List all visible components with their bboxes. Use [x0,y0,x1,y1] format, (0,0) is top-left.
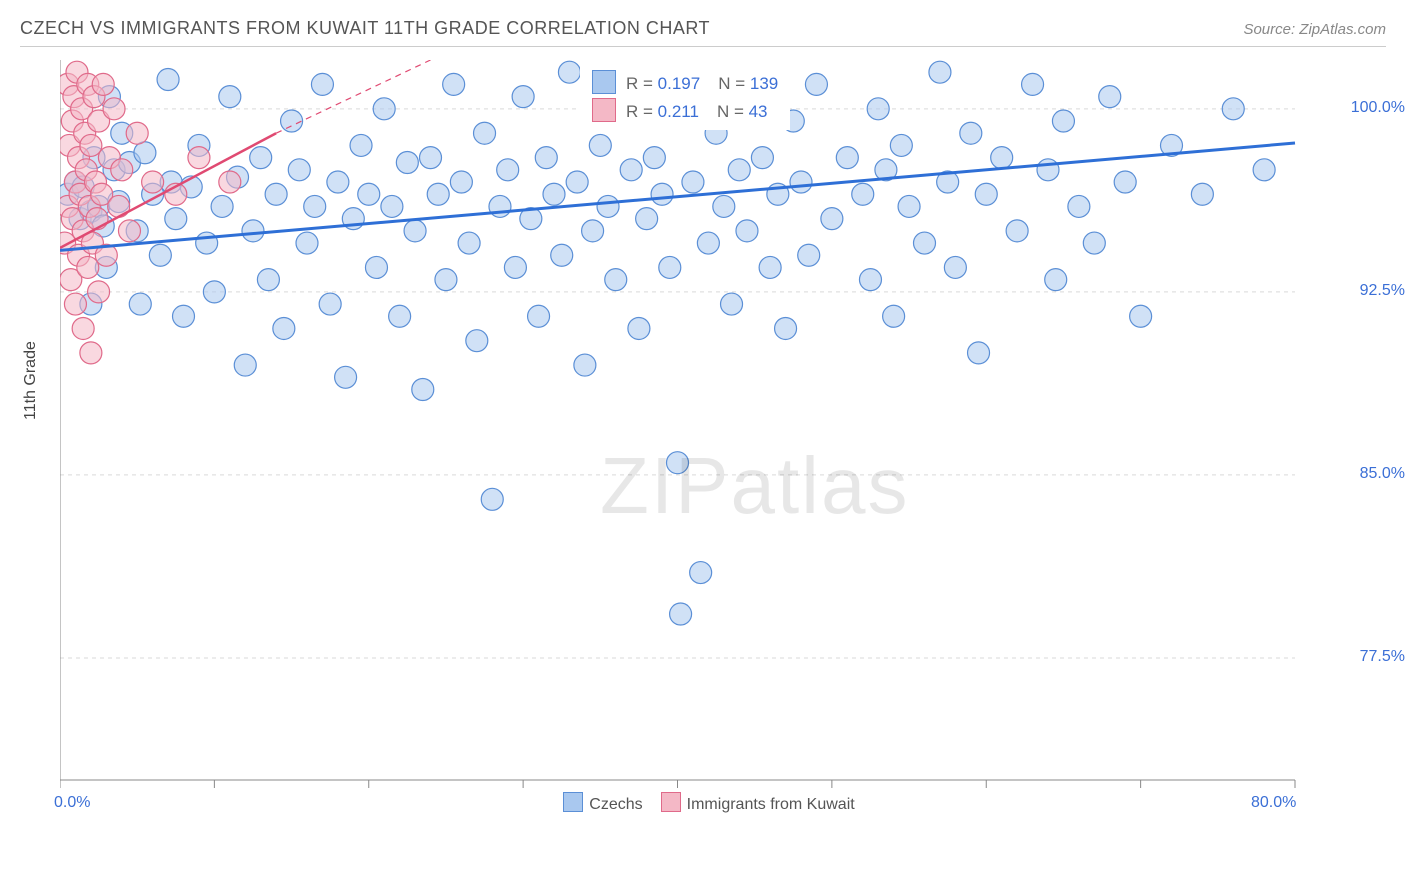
y-tick: 92.5% [1345,282,1405,300]
correlation-chart-page: CZECH VS IMMIGRANTS FROM KUWAIT 11TH GRA… [0,0,1406,892]
y-tick: 100.0% [1345,99,1405,117]
legend-bottom: CzechsImmigrants from Kuwait [60,792,1340,820]
legend-item: Czechs [545,796,642,813]
y-tick: 77.5% [1345,648,1405,666]
y-tick: 85.0% [1345,465,1405,483]
legend-item: Immigrants from Kuwait [643,796,855,813]
stats-row: R = 0.211N = 43 [592,98,778,126]
stats-row: R = 0.197N = 139 [592,70,778,98]
chart-title: CZECH VS IMMIGRANTS FROM KUWAIT 11TH GRA… [20,18,710,39]
y-axis-label: 11th Grade [22,341,40,420]
correlation-stats-box: R = 0.197N = 139R = 0.211N = 43 [580,66,790,130]
plot-area: ZIPatlas R = 0.197N = 139R = 0.211N = 43… [60,60,1340,820]
scatter-svg [60,60,1340,820]
source-label: Source: ZipAtlas.com [1243,21,1386,38]
title-bar: CZECH VS IMMIGRANTS FROM KUWAIT 11TH GRA… [20,18,1386,39]
title-divider [20,46,1386,47]
